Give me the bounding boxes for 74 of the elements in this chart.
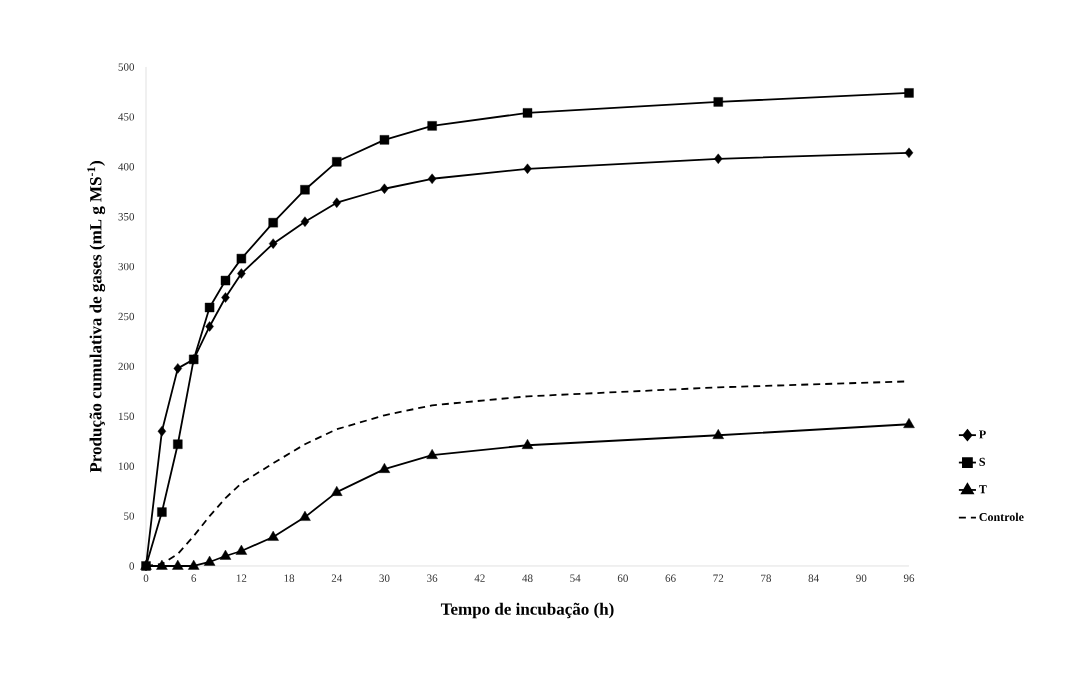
- point: [237, 268, 246, 279]
- point: [903, 418, 915, 428]
- y-tick-label: 400: [118, 163, 135, 171]
- y-tick-label: 100: [118, 462, 135, 470]
- x-tick-label: 96: [903, 574, 915, 582]
- y-tick-label: 150: [118, 412, 135, 420]
- point: [427, 173, 437, 184]
- point: [205, 321, 214, 332]
- x-tick-label: 78: [761, 574, 772, 582]
- point: [904, 147, 914, 159]
- point: [712, 429, 724, 439]
- point: [380, 183, 389, 194]
- y-tick-label: 500: [118, 63, 135, 71]
- y-tick-label: 50: [124, 512, 135, 520]
- y-tick-label: 200: [118, 362, 135, 371]
- point: [173, 363, 182, 374]
- legend-label: Controle: [979, 512, 1024, 522]
- point: [332, 197, 341, 208]
- point: [157, 507, 167, 517]
- legend-label: T: [979, 485, 987, 494]
- point: [156, 559, 168, 570]
- y-tick-label: 0: [129, 562, 135, 570]
- point: [221, 292, 230, 303]
- x-tick-label: 0: [143, 574, 149, 582]
- point: [521, 439, 534, 449]
- point: [268, 238, 278, 249]
- x-tick-label: 6: [191, 574, 197, 582]
- point: [220, 275, 231, 286]
- point: [332, 157, 342, 167]
- point: [714, 153, 723, 165]
- point: [331, 485, 343, 496]
- point: [173, 439, 183, 449]
- point: [713, 97, 723, 107]
- point: [379, 135, 390, 145]
- x-tick-label: 66: [665, 574, 676, 582]
- y-tick-label: 250: [118, 312, 135, 321]
- point: [904, 88, 914, 98]
- x-tick-label: 12: [236, 574, 247, 582]
- point: [268, 217, 278, 228]
- x-tick-label: 48: [522, 574, 533, 582]
- point: [204, 302, 215, 313]
- x-tick-label: 42: [474, 574, 485, 582]
- point: [172, 559, 184, 570]
- x-tick-label: 30: [379, 574, 390, 582]
- x-tick-label: 60: [617, 574, 628, 582]
- x-axis-title: Tempo de incubação (h): [440, 602, 614, 619]
- y-tick-label: 300: [118, 262, 135, 271]
- x-tick-label: 24: [331, 574, 343, 582]
- point: [236, 253, 247, 264]
- x-tick-label: 18: [284, 574, 295, 582]
- point: [187, 559, 200, 570]
- x-tick-label: 54: [570, 574, 581, 582]
- legend-label: P: [979, 430, 986, 439]
- x-tick-label: 90: [856, 574, 867, 582]
- point: [427, 121, 437, 131]
- y-axis-title: Produção cumulativa de gases (mL g MS$^{-1}$): [87, 161, 106, 473]
- x-tick-label: 36: [427, 574, 438, 582]
- x-tick-label: 84: [808, 574, 819, 582]
- point: [300, 216, 310, 227]
- point: [267, 530, 279, 541]
- y-tick-label: 350: [118, 212, 135, 221]
- point: [378, 462, 391, 473]
- point: [203, 555, 216, 566]
- point: [426, 449, 438, 459]
- legend-label: S: [979, 457, 986, 466]
- point: [523, 163, 532, 174]
- point: [299, 510, 311, 521]
- y-tick-label: 450: [118, 113, 135, 121]
- point: [219, 549, 232, 560]
- point: [235, 544, 248, 555]
- x-tick-label: 72: [713, 574, 724, 582]
- point: [157, 426, 167, 437]
- point: [300, 185, 310, 195]
- point: [522, 108, 533, 118]
